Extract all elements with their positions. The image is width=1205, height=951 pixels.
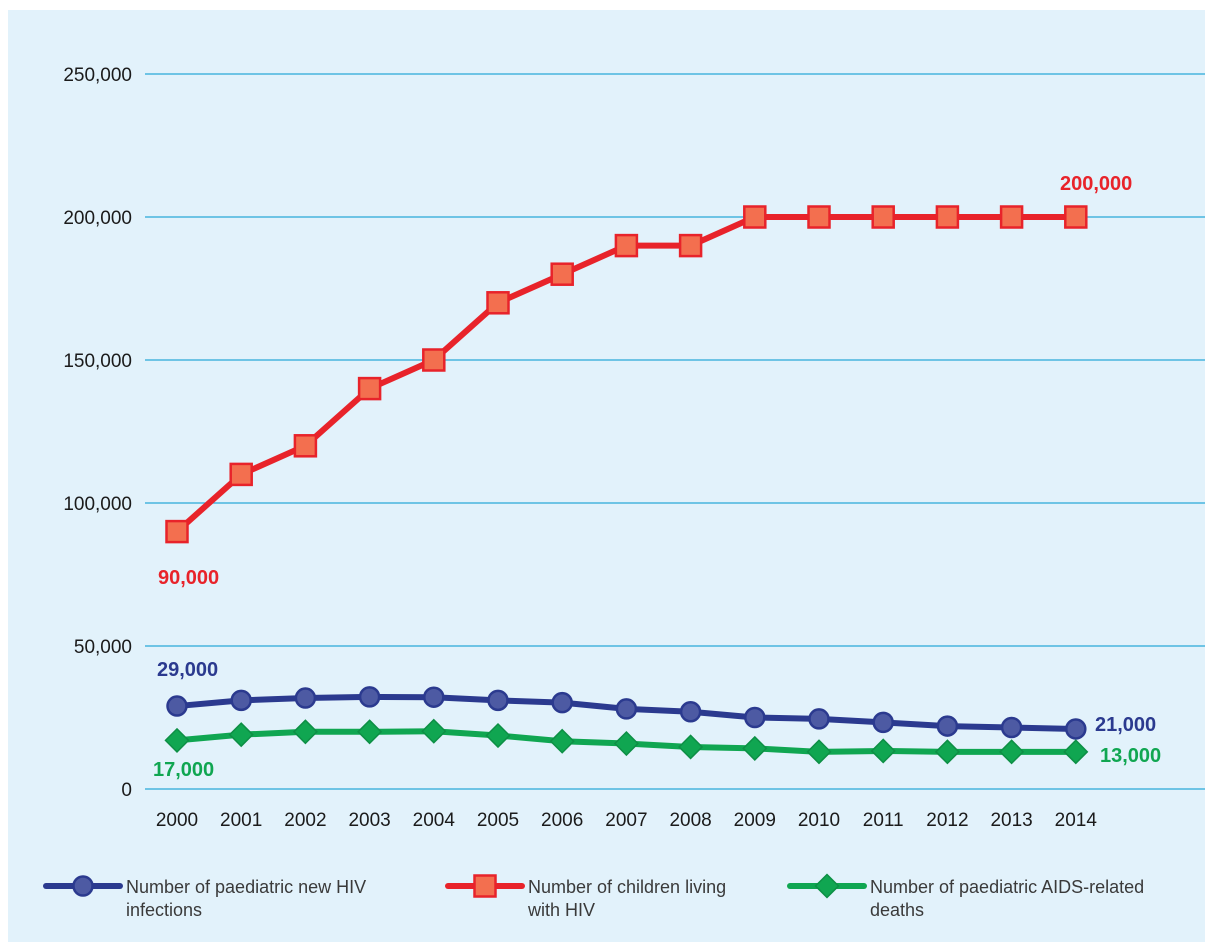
x-tick-label: 2013 [990,810,1032,831]
x-axis-ticks: 2000 2001 2002 2003 2004 2005 2006 2007 2008 2009… [156,810,1098,831]
aids_deaths-point [485,722,511,749]
x-tick-label: 2012 [926,810,968,831]
new_infections-point [679,701,702,723]
living_with_hiv-line [174,214,1079,535]
series-layer [164,205,1089,765]
living_with_hiv-point [935,205,960,229]
aids_deaths-point [228,722,254,748]
aids_deaths-point [357,719,383,745]
new_infections-point [615,698,638,720]
y-tick-label: 100,000 [63,494,132,515]
living_with_hiv-point [229,462,253,487]
y-tick-label: 50,000 [74,637,132,658]
new_infections-start-label: 29,000 [157,659,218,681]
new_infections-point [230,689,252,712]
aids_deaths-point [678,734,704,760]
living_with_hiv-point [422,348,446,372]
x-tick-label: 2006 [541,810,583,831]
living_with_hiv-point [614,233,639,258]
new_infections-point [487,689,509,712]
y-tick-label: 150,000 [63,351,132,372]
new_infections-point [872,711,894,734]
aids_deaths-point [806,739,832,765]
new_infections-point [1000,716,1023,739]
x-tick-label: 2004 [413,810,456,831]
living_with_hiv-point [165,519,189,544]
aids_deaths-point [742,735,768,761]
x-tick-label: 2008 [669,810,711,831]
legend-item: Number of paediatric AIDS-related deaths [787,873,1144,920]
gridlines [145,73,1205,790]
living_with_hiv-point [1064,205,1088,229]
aids_deaths-point [1063,739,1089,765]
circle-icon [72,875,94,897]
living_with_hiv-start-label: 90,000 [158,567,219,589]
aids_deaths-point [870,738,896,764]
x-tick-label: 2011 [863,810,904,831]
new_infections-point [744,706,766,729]
aids_deaths-point [164,727,190,753]
diamond-icon [814,873,840,899]
x-tick-label: 2014 [1055,810,1098,831]
legend-label: Number of paediatric new HIV [126,877,366,897]
living_with_hiv-point [743,205,767,229]
x-tick-label: 2002 [284,810,326,831]
aids_deaths-point [421,718,447,744]
legend-label: infections [126,900,202,920]
living_with_hiv-end-label: 200,000 [1060,173,1132,195]
new_infections-point [294,687,317,709]
living_with_hiv-point [293,434,318,458]
new_infections-end-label: 21,000 [1095,714,1156,736]
new_infections-point [166,695,188,717]
legend: Number of paediatric new HIVinfectionsNu… [43,873,1144,920]
new_infections-point [551,691,573,714]
aids_deaths-point [999,739,1025,765]
x-tick-label: 2007 [605,810,647,831]
x-tick-label: 2005 [477,810,519,831]
x-tick-label: 2000 [156,810,198,831]
y-axis-ticks: 0 50,000 100,000 150,000 200,000 250,000 [63,65,132,801]
new_infections-point [936,715,959,737]
living_with_hiv-point [807,205,831,229]
x-tick-label: 2003 [348,810,390,831]
aids_deaths-point [934,739,960,765]
aids_deaths-point [613,730,639,757]
legend-label: with HIV [527,900,595,920]
x-tick-label: 2010 [798,810,840,831]
y-tick-label: 0 [121,780,132,801]
aids_deaths-point [549,728,575,754]
legend-item: Number of children living with HIV [445,874,726,920]
living_with_hiv-point [486,291,510,315]
legend-label: Number of children living [528,877,726,897]
aids_deaths-end-label: 13,000 [1100,745,1161,767]
legend-label: deaths [870,900,924,920]
square-icon [473,874,497,898]
x-tick-label: 2009 [734,810,776,831]
aids_deaths-start-label: 17,000 [153,759,214,781]
legend-label: Number of paediatric AIDS-related [870,877,1144,897]
new_infections-point [1065,718,1087,740]
x-tick-label: 2001 [220,810,262,831]
data-labels: 90,000 200,000 29,000 21,000 17,000 13,000 [153,173,1161,781]
new_infections-point [808,708,830,730]
y-tick-label: 200,000 [63,208,132,229]
living_with_hiv-point [999,205,1024,229]
legend-item: Number of paediatric new HIV infections [43,875,366,920]
living_with_hiv-point [550,262,574,286]
new_infections-point [358,686,381,708]
new_infections-point [423,686,445,708]
living_with_hiv-point [678,233,703,258]
living_with_hiv-point [871,205,895,229]
chart-panel [8,10,1205,942]
y-tick-label: 250,000 [63,65,132,86]
aids_deaths-point [292,719,318,745]
living_with_hiv-point [357,376,382,401]
